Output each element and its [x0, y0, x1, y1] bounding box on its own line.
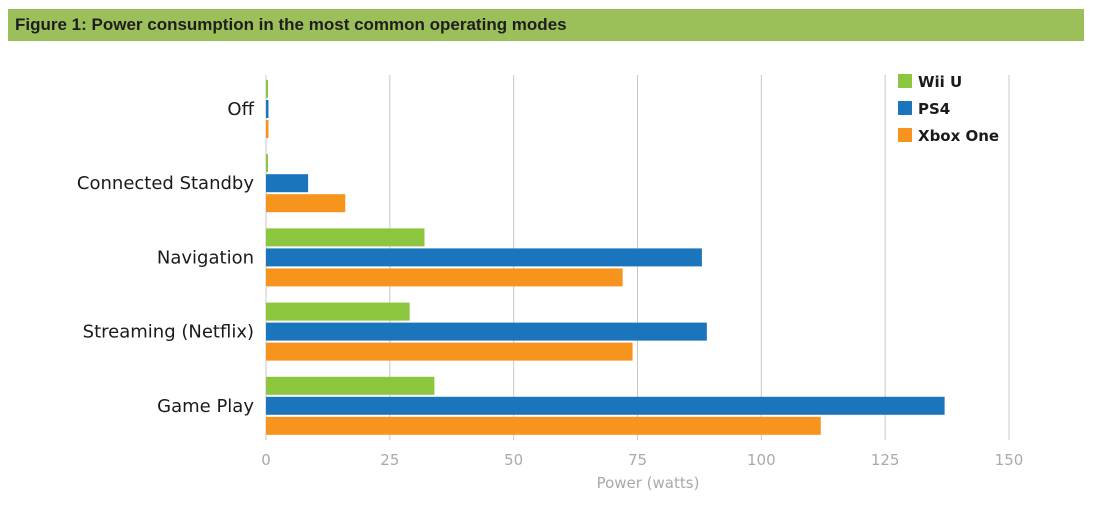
legend-label-xbox-one: Xbox One	[918, 127, 999, 145]
category-label-navigation: Navigation	[157, 247, 254, 268]
x-tick-label: 75	[628, 451, 647, 469]
x-tick-label: 125	[871, 451, 900, 469]
bar-xbox-one-off	[266, 120, 269, 138]
legend-swatch-ps4	[898, 101, 912, 115]
bar-ps4-navigation	[266, 248, 702, 267]
x-tick-label: 25	[380, 451, 399, 469]
bar-xbox-one-navigation	[266, 268, 623, 287]
legend-label-ps4: PS4	[918, 100, 950, 118]
legend-label-wii-u: Wii U	[918, 73, 962, 91]
bar-wii-u-navigation	[266, 228, 425, 247]
category-labels: Off Connected Standby Navigation Streaming …	[77, 99, 255, 417]
figure-title-bar: Figure 1: Power consumption in the most …	[8, 9, 1084, 41]
category-label-streaming-netflix: Streaming (Netflix)	[83, 322, 254, 343]
legend-swatch-xbox-one	[898, 128, 912, 142]
x-tick-label: 100	[747, 451, 776, 469]
x-tick-label: 0	[261, 451, 271, 469]
bar-ps4-connected-standby	[266, 174, 309, 193]
bar-wii-u-connected-standby	[266, 154, 268, 173]
bars	[266, 80, 945, 435]
legend-swatch-wii-u	[898, 74, 912, 88]
bar-wii-u-off	[266, 80, 268, 98]
bar-xbox-one-streaming-netflix	[266, 342, 633, 361]
bar-ps4-game-play	[266, 396, 945, 415]
x-tick-label: 150	[995, 451, 1024, 469]
bar-wii-u-game-play	[266, 376, 435, 395]
bar-ps4-off	[266, 100, 269, 118]
bar-ps4-streaming-netflix	[266, 322, 707, 341]
figure-title: Figure 1: Power consumption in the most …	[15, 15, 567, 34]
x-tick-labels: 0 25 50 75 100 125 150	[261, 451, 1023, 469]
x-axis-title: Power (watts)	[597, 474, 700, 492]
category-label-off: Off	[227, 99, 254, 120]
legend: Wii U PS4 Xbox One	[898, 73, 999, 145]
category-label-connected-standby: Connected Standby	[77, 173, 254, 194]
bar-xbox-one-connected-standby	[266, 194, 346, 213]
bar-wii-u-streaming-netflix	[266, 302, 410, 321]
x-tick-label: 50	[504, 451, 523, 469]
category-label-game-play: Game Play	[157, 396, 254, 417]
bar-xbox-one-game-play	[266, 416, 821, 435]
